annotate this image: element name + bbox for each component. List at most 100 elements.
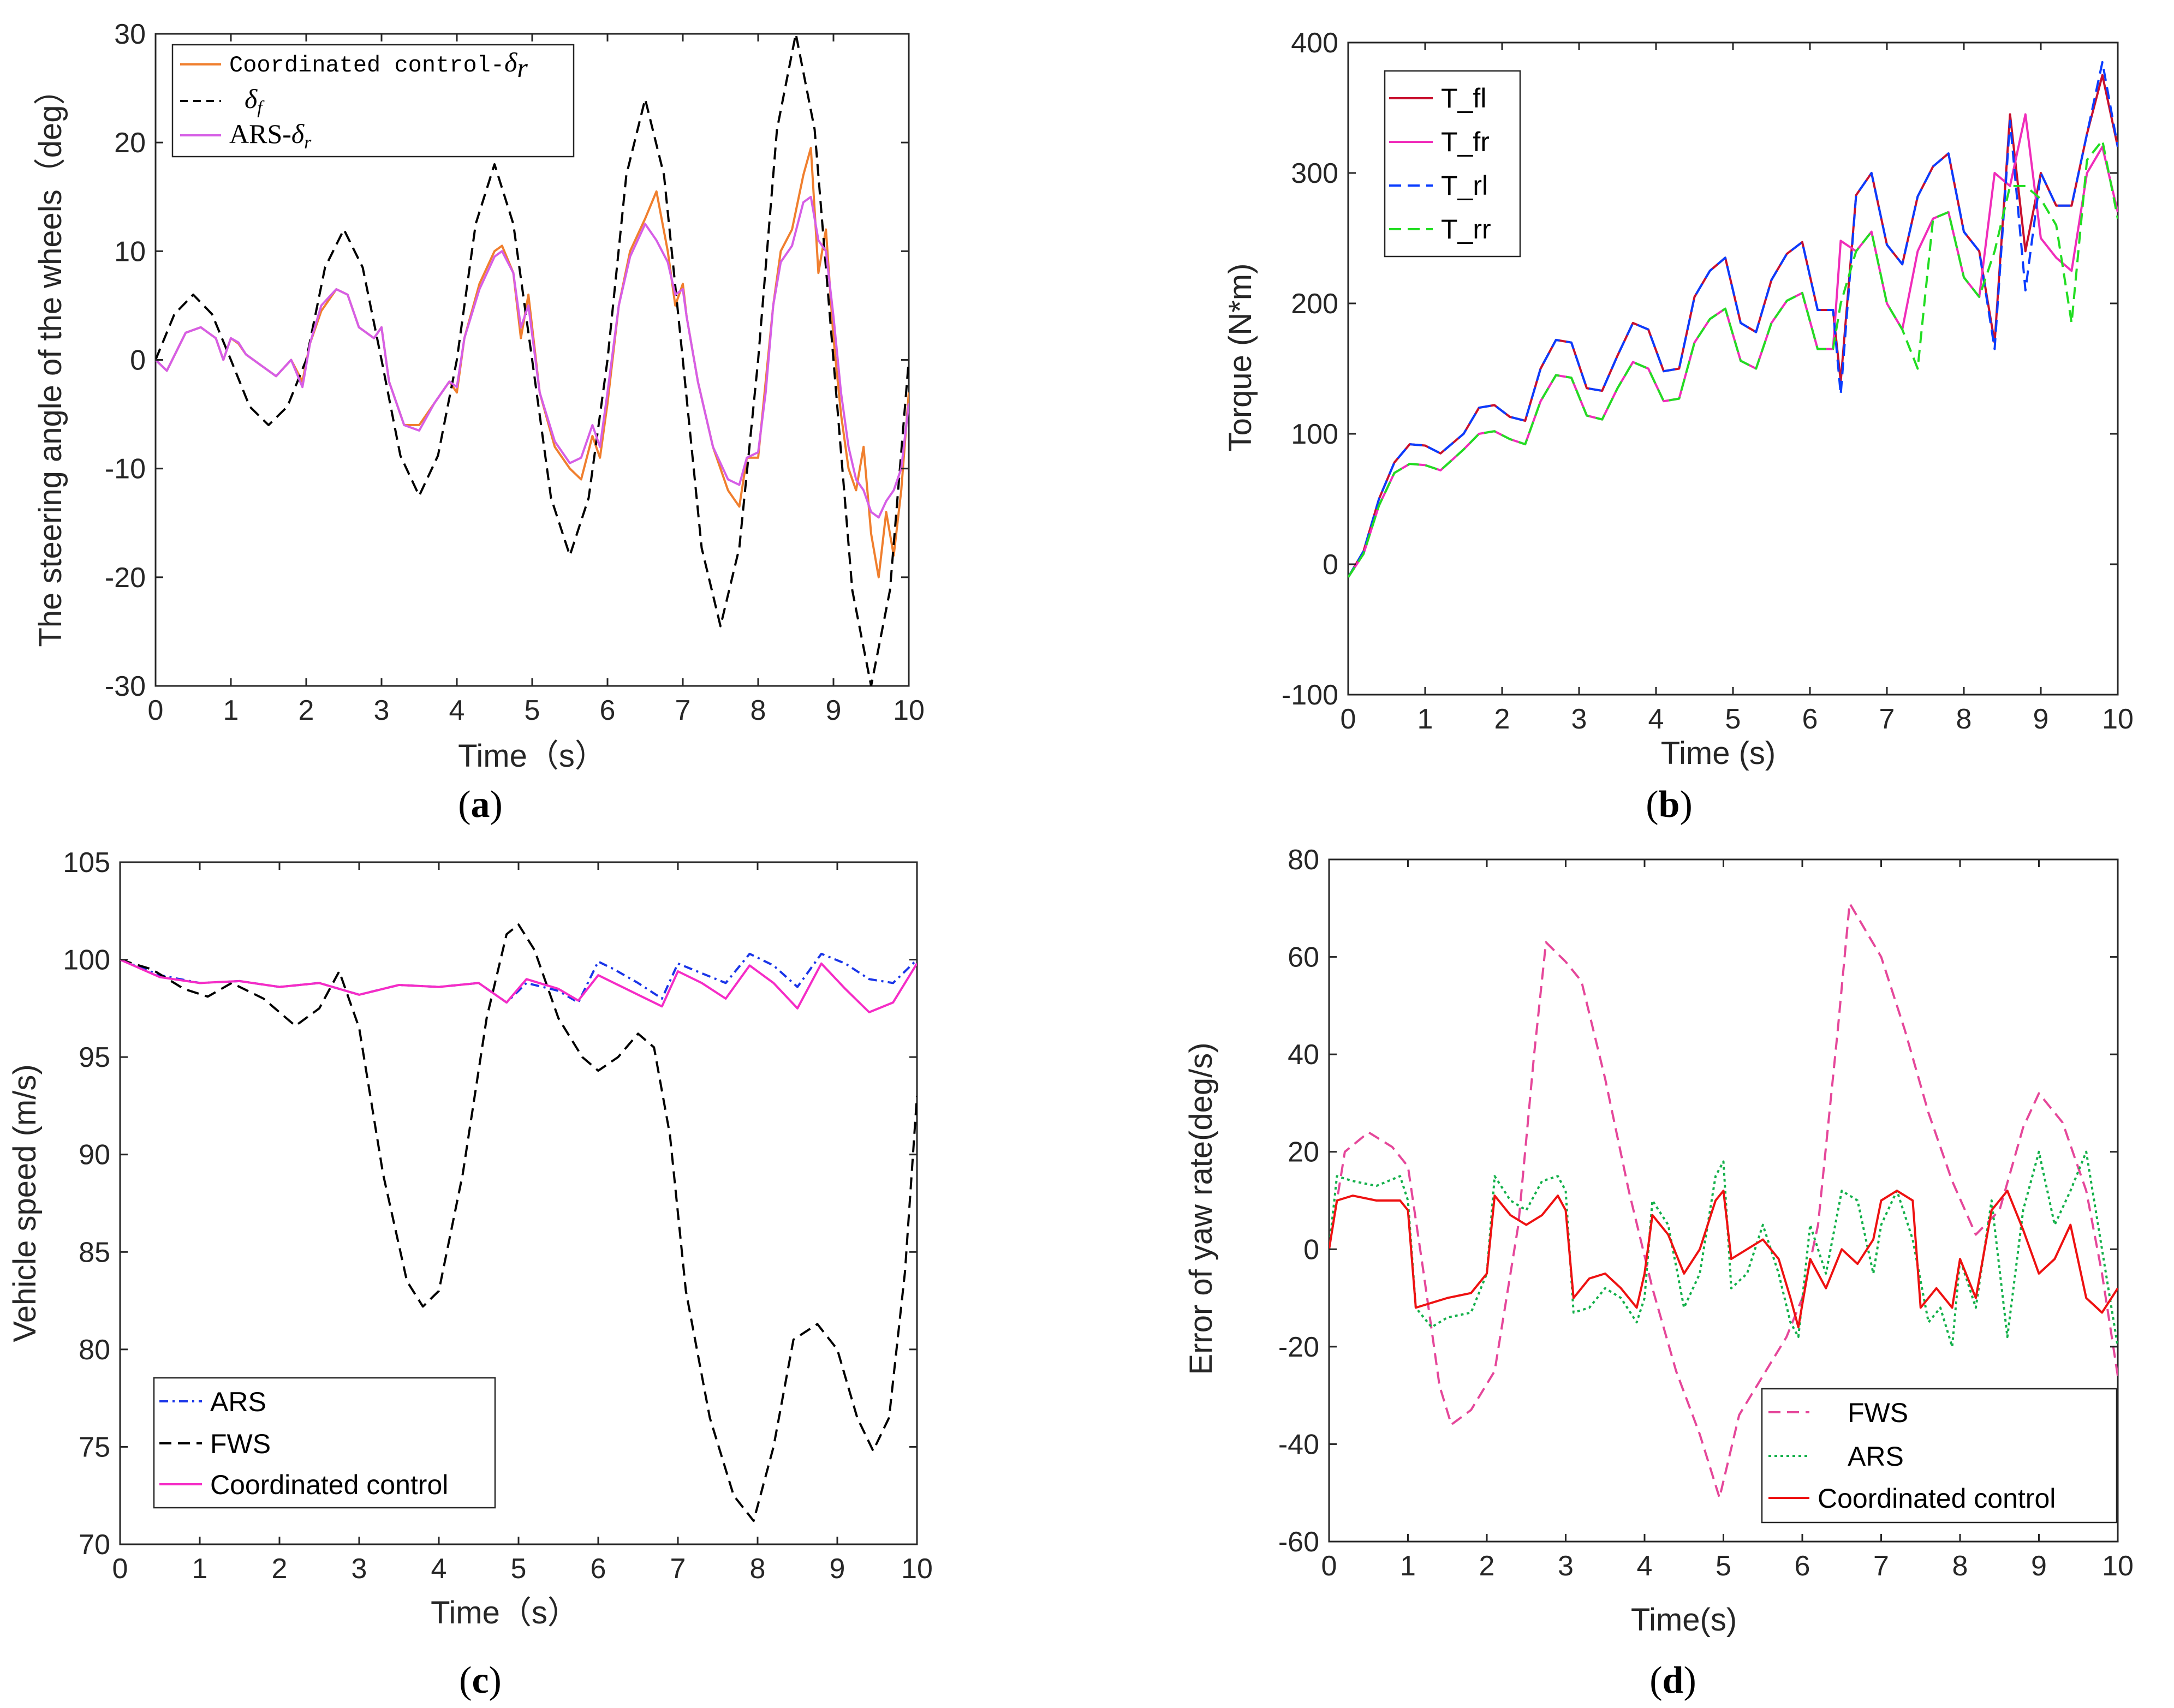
x-tick-label-c-7: 7: [670, 1553, 686, 1585]
y-tick-label-d-7: 80: [1288, 844, 1319, 876]
legend-box-c: [153, 1377, 496, 1509]
y-tick-label-b-3: 200: [1291, 288, 1338, 320]
series-line-a-2: [156, 195, 909, 519]
x-tick-label-d-7: 7: [1873, 1550, 1889, 1582]
legend-label-a-2: ARS-δr: [229, 118, 312, 153]
y-tick-label-b-4: 300: [1291, 158, 1338, 189]
x-tick-label-b-9: 9: [2033, 703, 2049, 735]
caption-a: (a): [458, 784, 503, 826]
y-tick-label-b-1: 0: [1323, 549, 1338, 581]
x-tick-label-a-1: 1: [223, 695, 239, 726]
x-tick-label-a-9: 9: [826, 695, 842, 726]
x-tick-label-d-10: 10: [2102, 1550, 2134, 1582]
y-axis-label-c: Vehicle speed (m/s): [7, 1064, 43, 1342]
x-tick-label-d-9: 9: [2031, 1550, 2047, 1582]
legend-a: Coordinated control-δr δf ARS-δr: [171, 44, 575, 158]
x-tick-label-a-0: 0: [148, 695, 164, 726]
caption-d: (d): [1649, 1659, 1696, 1701]
y-tick-label-c-1: 75: [79, 1431, 110, 1463]
series-line-d-1: [1329, 1150, 2118, 1348]
x-tick-label-d-5: 5: [1716, 1550, 1731, 1582]
y-tick-label-a-3: 0: [130, 345, 146, 377]
legend-c: ARS FWS Coordinated control: [153, 1377, 496, 1509]
y-tick-label-d-3: 0: [1303, 1234, 1319, 1265]
legend-label-b-3: T_rr: [1441, 214, 1491, 244]
y-tick-label-d-0: -60: [1278, 1526, 1319, 1558]
x-tick-label-d-0: 0: [1321, 1550, 1337, 1582]
legend-label-d-1: ARS: [1848, 1441, 1904, 1472]
x-tick-label-b-7: 7: [1879, 703, 1895, 735]
x-axis-label-b: Time (s): [1661, 736, 1776, 771]
x-tick-label-b-5: 5: [1725, 703, 1741, 735]
x-tick-label-a-4: 4: [449, 695, 465, 726]
x-tick-label-b-6: 6: [1802, 703, 1818, 735]
x-tick-label-d-2: 2: [1479, 1550, 1495, 1582]
panel-d: 0 1 2 3 4 5 6 7 8 9 10 -60 -40 -20 0 20 40 60 80 Time(s) E…: [1183, 844, 2134, 1701]
legend-label-d-0: FWS: [1848, 1398, 1908, 1428]
x-tick-label-a-10: 10: [893, 695, 925, 726]
y-tick-label-c-4: 90: [79, 1139, 110, 1171]
y-axis-label-d: Error of yaw rate(deg/s): [1183, 1042, 1219, 1375]
x-axis-label-c: Time（s）: [431, 1595, 579, 1631]
y-tick-label-d-5: 40: [1288, 1039, 1319, 1071]
series-line-b-3: [1348, 139, 2118, 578]
legend-box-d: [1761, 1388, 2118, 1524]
legend-label-b-1: T_fr: [1441, 127, 1490, 157]
y-tick-label-d-2: -20: [1278, 1331, 1319, 1363]
x-tick-label-c-1: 1: [192, 1553, 208, 1585]
legend-label-c-0: ARS: [210, 1387, 266, 1417]
x-tick-label-b-8: 8: [1956, 703, 1972, 735]
caption-c: (c): [459, 1659, 502, 1701]
y-tick-label-c-0: 70: [79, 1529, 110, 1561]
y-tick-label-a-4: 10: [114, 236, 146, 267]
legend-box-a: [171, 44, 575, 158]
x-tick-label-d-3: 3: [1558, 1550, 1574, 1582]
y-tick-label-c-3: 85: [79, 1237, 110, 1268]
y-tick-label-b-0: -100: [1282, 679, 1338, 711]
panel-a: 0 1 2 3 4 5 6 7 8 9 10 -30 -20 -10 0 10 20 30 Time（s） The…: [33, 19, 925, 826]
y-tick-label-a-1: -20: [105, 562, 146, 594]
x-tick-label-c-10: 10: [901, 1553, 933, 1585]
y-axis-label-a: The steering angle of the wheels（deg）: [33, 73, 68, 647]
x-axis-label-a: Time（s）: [458, 738, 606, 774]
panel-c: 0 1 2 3 4 5 6 7 8 9 10 70 75 80 85 90 95 100 105 Time（s） V…: [7, 847, 933, 1701]
y-tick-label-c-6: 100: [63, 945, 110, 976]
y-tick-label-a-5: 20: [114, 127, 146, 159]
y-tick-label-c-5: 95: [79, 1042, 110, 1073]
x-tick-label-d-1: 1: [1400, 1550, 1416, 1582]
legend-d: FWS ARS Coordinated control: [1761, 1388, 2118, 1524]
legend-label-b-0: T_fl: [1441, 83, 1486, 114]
x-tick-label-b-0: 0: [1341, 703, 1356, 735]
y-tick-label-d-6: 60: [1288, 942, 1319, 974]
x-tick-label-a-7: 7: [675, 695, 691, 726]
legend-label-c-1: FWS: [210, 1429, 271, 1459]
series-line-d-2: [1329, 1190, 2118, 1329]
y-tick-label-a-6: 30: [114, 19, 146, 50]
series-line-c-2: [120, 958, 917, 1013]
legend-label-d-2: Coordinated control: [1818, 1483, 2056, 1514]
x-tick-label-c-0: 0: [112, 1553, 128, 1585]
x-tick-label-c-4: 4: [431, 1553, 447, 1585]
y-tick-label-a-2: -10: [105, 453, 146, 485]
x-tick-label-c-5: 5: [511, 1553, 527, 1585]
series-line-a-1: [156, 34, 909, 686]
x-tick-label-b-1: 1: [1417, 703, 1433, 735]
x-tick-label-d-6: 6: [1795, 1550, 1810, 1582]
series-line-b-2: [1348, 61, 2118, 578]
legend-label-a-0: Coordinated control-δr: [229, 47, 528, 83]
x-tick-label-a-3: 3: [374, 695, 390, 726]
series-line-c-1: [120, 923, 917, 1522]
legend-label-c-2: Coordinated control: [210, 1470, 448, 1500]
x-axis-label-d: Time(s): [1631, 1602, 1737, 1638]
x-tick-label-b-10: 10: [2102, 703, 2134, 735]
caption-b: (b): [1646, 784, 1693, 826]
x-tick-label-c-9: 9: [830, 1553, 845, 1585]
x-tick-label-b-2: 2: [1494, 703, 1510, 735]
x-tick-label-a-2: 2: [299, 695, 314, 726]
x-tick-label-d-8: 8: [1952, 1550, 1968, 1582]
y-tick-label-b-5: 400: [1291, 27, 1338, 59]
y-tick-label-c-7: 105: [63, 847, 110, 879]
y-tick-label-a-0: -30: [105, 671, 146, 702]
x-tick-label-c-3: 3: [352, 1553, 367, 1585]
